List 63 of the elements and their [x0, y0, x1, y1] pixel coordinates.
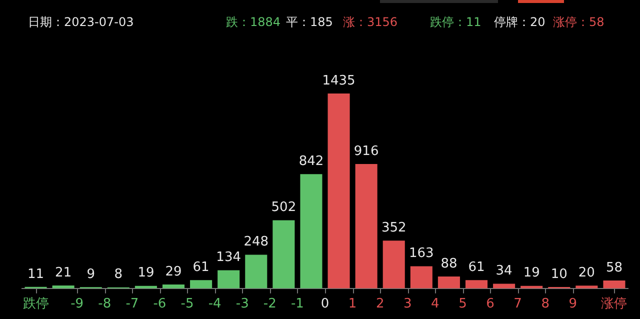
data-label: 8 [114, 267, 123, 282]
bar [218, 270, 240, 288]
bar [190, 280, 212, 288]
x-tick-label: -5 [180, 296, 194, 312]
x-tick-label: -2 [263, 296, 276, 312]
data-label: 19 [523, 266, 540, 281]
data-label: 248 [244, 234, 269, 250]
x-tick-label: 2 [376, 296, 384, 312]
text: 涨：3156 [343, 14, 398, 31]
bar [603, 280, 626, 288]
x-tick-label: -3 [236, 296, 249, 312]
text: 停牌：20 [494, 14, 546, 31]
text: 跌：1884 [226, 14, 281, 31]
data-label: 9 [86, 267, 96, 282]
data-label: 19 [138, 266, 154, 281]
x-tick-label: -1 [290, 296, 304, 312]
data-label: 11 [28, 266, 44, 282]
x-tick-label: 3 [403, 296, 412, 312]
x-tick-label: 4 [431, 296, 440, 312]
bar [272, 220, 295, 288]
bar [355, 164, 378, 288]
x-tick-label: -7 [126, 296, 139, 312]
bar [576, 286, 598, 288]
bar [438, 276, 460, 288]
x-tick-label: -9 [70, 296, 84, 312]
data-label: 58 [606, 260, 622, 276]
x-tick-label: -6 [153, 296, 166, 312]
x-tick-label: 5 [458, 296, 467, 312]
data-label: 502 [271, 200, 296, 216]
bar [245, 254, 268, 288]
x-tick-label: 9 [568, 296, 578, 312]
data-label: 352 [381, 220, 406, 236]
x-tick-label: 0 [320, 296, 330, 312]
data-label: 916 [354, 144, 379, 159]
data-label: 21 [55, 265, 72, 280]
x-tick-label: -8 [98, 296, 112, 312]
x-tick-label: 7 [514, 296, 522, 312]
text: 平：185 [286, 14, 333, 31]
bar [382, 240, 405, 288]
data-label: 88 [440, 256, 458, 272]
x-tick-label: 涨停 [601, 296, 628, 312]
x-tick-label: 8 [541, 296, 550, 312]
data-label: 20 [578, 266, 595, 281]
data-label: 842 [298, 154, 324, 169]
bar [410, 266, 432, 288]
x-tick-label: 跌停 [22, 296, 49, 312]
bar [300, 174, 322, 288]
x-tick-label: -4 [208, 296, 222, 312]
data-label: 61 [192, 260, 210, 275]
data-label: 163 [408, 246, 434, 262]
data-label: 10 [550, 266, 568, 282]
data-label: 134 [216, 250, 242, 266]
bar [465, 280, 488, 288]
data-label: 29 [165, 264, 182, 280]
text: 跌停：11 [430, 14, 482, 31]
x-tick-label: 1 [348, 296, 357, 312]
x-tick-label: 6 [486, 296, 494, 312]
data-label: 61 [468, 260, 485, 275]
bar [328, 94, 350, 288]
text: 日期：2023-07-03 [28, 14, 134, 31]
data-label: 1435 [322, 73, 356, 88]
data-label: 34 [496, 264, 512, 279]
text: 涨停：58 [553, 14, 604, 31]
